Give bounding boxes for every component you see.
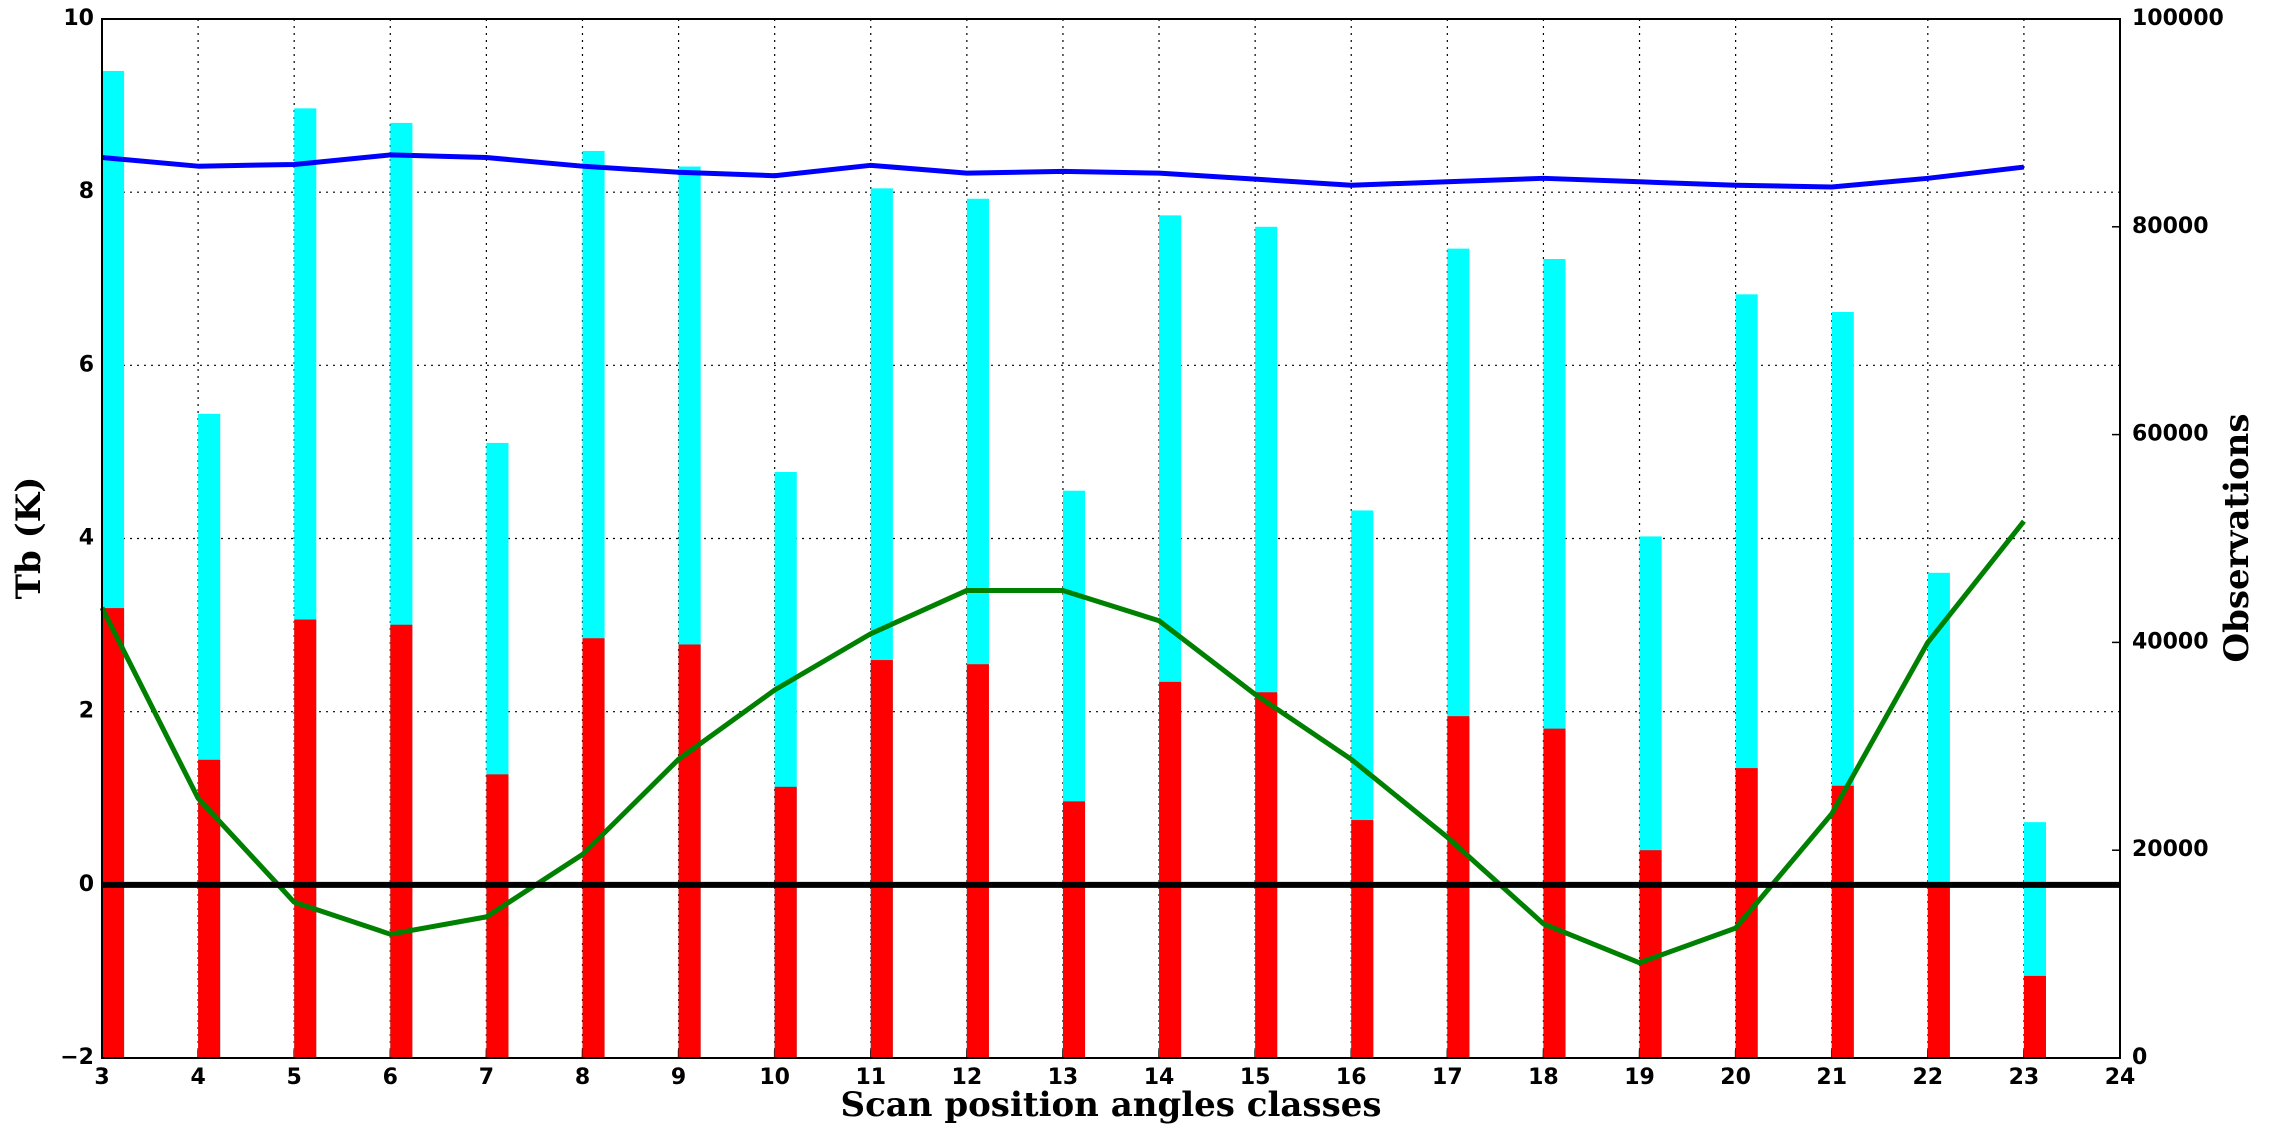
y2-tick-label: 60000 (2132, 422, 2209, 447)
bar (870, 660, 893, 1058)
y-tick-label: −2 (60, 1045, 94, 1070)
x-tick-label: 18 (1528, 1065, 1559, 1090)
x-tick-label: 8 (575, 1065, 590, 1090)
x-tick-label: 16 (1336, 1065, 1367, 1090)
bar (582, 638, 605, 1058)
y-tick-label: 6 (79, 352, 94, 377)
x-tick-label: 12 (952, 1065, 983, 1090)
x-tick-label: 7 (479, 1065, 494, 1090)
bar (2023, 975, 2047, 1058)
bar (1351, 820, 1374, 1058)
bar (1062, 801, 1086, 1058)
bar (1255, 692, 1278, 1058)
bar (486, 774, 509, 1058)
x-tick-label: 13 (1048, 1065, 1079, 1090)
bar (1927, 882, 1950, 1058)
x-tick-label: 5 (287, 1065, 302, 1090)
bar (678, 644, 701, 1058)
y2-tick-label: 40000 (2132, 629, 2209, 654)
bar (1639, 850, 1662, 1058)
y-tick-label: 8 (79, 179, 94, 204)
plot-frame (101, 18, 2121, 1059)
x-tick-label: 10 (759, 1065, 790, 1090)
x-tick-label: 14 (1144, 1065, 1175, 1090)
y2-tick-label: 100000 (2132, 6, 2224, 31)
x-tick-label: 17 (1432, 1065, 1463, 1090)
x-tick-label: 9 (671, 1065, 686, 1090)
y-axis-label: Tb (K) (9, 477, 49, 600)
y-tick-label: 4 (79, 526, 94, 551)
y-tick-label: 10 (63, 6, 94, 31)
bar (966, 664, 989, 1058)
x-tick-label: 15 (1240, 1065, 1271, 1090)
x-tick-label: 21 (1816, 1065, 1847, 1090)
y-tick-label: 0 (79, 872, 94, 897)
bar (1543, 728, 1566, 1058)
x-tick-label: 11 (855, 1065, 886, 1090)
x-tick-label: 23 (2009, 1065, 2040, 1090)
bar (1831, 785, 1854, 1058)
bar (774, 786, 797, 1058)
y2-axis-label: Observations (2217, 413, 2257, 662)
x-tick-label: 20 (1720, 1065, 1751, 1090)
line (99, 519, 2026, 966)
x-tick-label: 6 (383, 1065, 398, 1090)
x-tick-label: 24 (2105, 1065, 2136, 1090)
y2-tick-label: 0 (2132, 1045, 2147, 1070)
line (101, 152, 2025, 190)
x-tick-label: 19 (1624, 1065, 1655, 1090)
y2-tick-label: 20000 (2132, 837, 2209, 862)
bar (294, 619, 317, 1058)
y2-tick-label: 80000 (2132, 214, 2209, 239)
y-tick-label: 2 (79, 699, 94, 724)
bar (198, 759, 221, 1058)
bar (1159, 681, 1182, 1058)
bar (102, 608, 125, 1058)
x-axis-label: Scan position angles classes (841, 1085, 1382, 1125)
x-tick-label: 22 (1912, 1065, 1943, 1090)
x-tick-label: 4 (190, 1065, 205, 1090)
x-tick-label: 3 (94, 1065, 109, 1090)
bar (390, 624, 413, 1058)
